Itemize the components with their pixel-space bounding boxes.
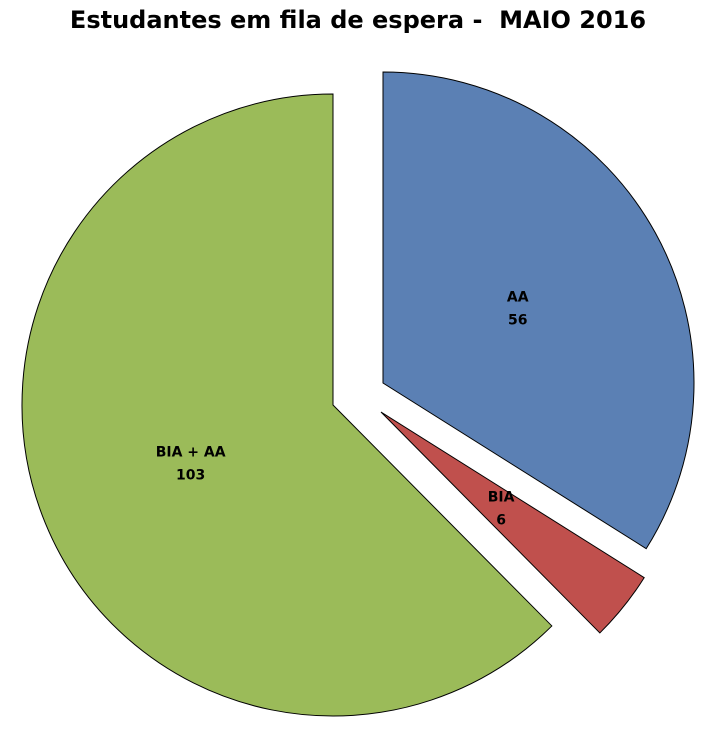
data-label-category: BIA + AA: [156, 445, 226, 461]
data-label: BIA 6: [488, 489, 515, 528]
data-label: AA 56: [507, 290, 529, 329]
pie-slice-bia-aa: [21, 93, 553, 717]
data-label: BIA + AA 103: [156, 445, 226, 484]
data-label-category: AA: [507, 290, 529, 306]
pie-slice-aa: [382, 71, 695, 550]
data-label-value: 6: [496, 512, 506, 528]
pie-slice-bia: [380, 411, 645, 634]
data-label-value: 56: [508, 313, 527, 329]
chart-title: Estudantes em fila de espera - MAIO 2016: [69, 6, 647, 34]
data-label-category: BIA: [488, 489, 515, 505]
data-label-value: 103: [176, 468, 205, 484]
